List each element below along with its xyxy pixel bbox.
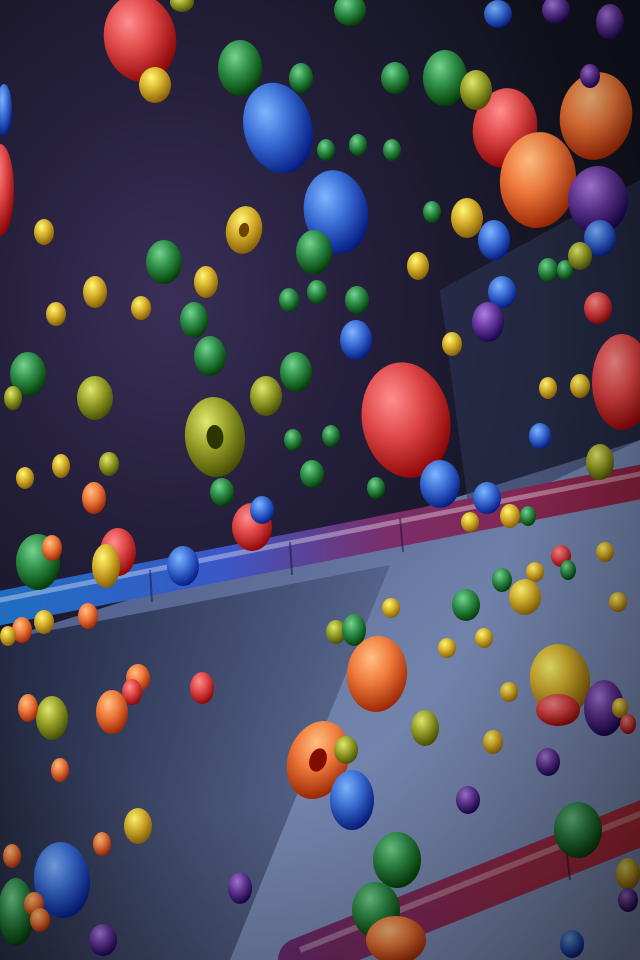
candy-scene — [0, 0, 640, 960]
vignette — [0, 0, 640, 960]
scene-canvas — [0, 0, 640, 960]
